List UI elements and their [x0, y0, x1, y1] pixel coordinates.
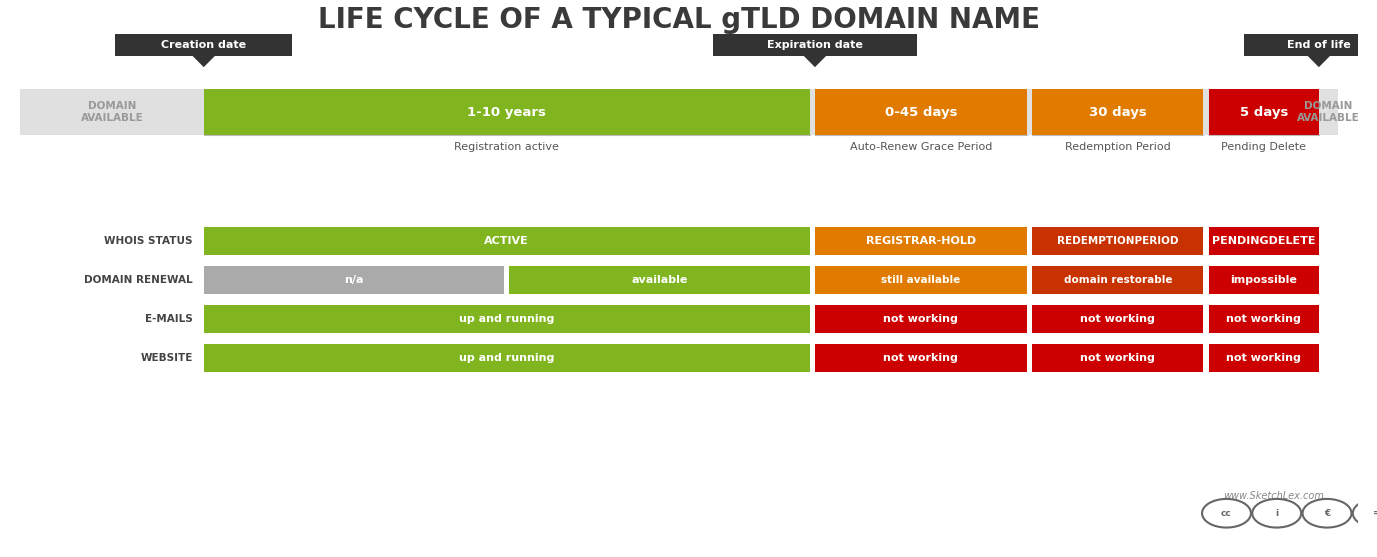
Text: WEBSITE: WEBSITE — [140, 353, 193, 363]
Text: ACTIVE: ACTIVE — [485, 236, 529, 246]
Polygon shape — [804, 56, 826, 67]
Bar — [21, 89, 1338, 135]
Bar — [116, 34, 292, 56]
Bar — [204, 89, 810, 135]
Text: domain restorable: domain restorable — [1063, 275, 1172, 285]
Text: n/a: n/a — [344, 275, 364, 285]
Text: Auto-Renew Grace Period: Auto-Renew Grace Period — [850, 141, 991, 152]
Bar — [1033, 344, 1203, 372]
Text: 0-45 days: 0-45 days — [884, 106, 957, 119]
Bar — [204, 305, 810, 333]
Text: 1-10 years: 1-10 years — [467, 106, 547, 119]
Text: DOMAIN RENEWAL: DOMAIN RENEWAL — [84, 275, 193, 285]
Text: www.SketchLex.com: www.SketchLex.com — [1223, 491, 1325, 501]
Text: Expiration date: Expiration date — [767, 40, 863, 50]
Bar — [1033, 89, 1203, 135]
Polygon shape — [193, 56, 215, 67]
Text: Redemption Period: Redemption Period — [1064, 141, 1170, 152]
Text: still available: still available — [881, 275, 961, 285]
Text: WHOIS STATUS: WHOIS STATUS — [105, 236, 193, 246]
Text: REGISTRAR-HOLD: REGISTRAR-HOLD — [866, 236, 976, 246]
Bar — [1209, 227, 1319, 255]
Text: E-MAILS: E-MAILS — [145, 314, 193, 324]
Text: =: = — [1373, 509, 1377, 518]
Text: up and running: up and running — [459, 353, 555, 363]
Text: up and running: up and running — [459, 314, 555, 324]
Text: DOMAIN
AVAILABLE: DOMAIN AVAILABLE — [1297, 101, 1359, 123]
Bar — [1033, 227, 1203, 255]
Bar — [1209, 305, 1319, 333]
Bar — [509, 266, 810, 294]
Text: not working: not working — [1227, 353, 1301, 363]
Bar — [713, 34, 917, 56]
Text: REDEMPTIONPERIOD: REDEMPTIONPERIOD — [1058, 236, 1179, 246]
Text: not working: not working — [1081, 353, 1155, 363]
Text: i: i — [1275, 509, 1278, 518]
Text: not working: not working — [1227, 314, 1301, 324]
Text: impossible: impossible — [1231, 275, 1297, 285]
Text: not working: not working — [884, 353, 958, 363]
Bar — [1033, 305, 1203, 333]
Text: cc: cc — [1221, 509, 1232, 518]
Text: 30 days: 30 days — [1089, 106, 1147, 119]
Text: 5 days: 5 days — [1239, 106, 1287, 119]
Bar — [1209, 344, 1319, 372]
Bar — [815, 344, 1027, 372]
Text: DOMAIN
AVAILABLE: DOMAIN AVAILABLE — [81, 101, 143, 123]
Bar — [1209, 266, 1319, 294]
Bar — [815, 305, 1027, 333]
Bar — [815, 89, 1027, 135]
Text: Creation date: Creation date — [161, 40, 246, 50]
Bar — [204, 344, 810, 372]
Bar — [204, 227, 810, 255]
Bar — [204, 266, 504, 294]
Bar — [1033, 266, 1203, 294]
Polygon shape — [1307, 56, 1330, 67]
Bar — [1209, 89, 1319, 135]
Text: Pending Delete: Pending Delete — [1221, 141, 1307, 152]
Text: available: available — [631, 275, 687, 285]
Text: not working: not working — [1081, 314, 1155, 324]
Text: Registration active: Registration active — [454, 141, 559, 152]
Bar — [1245, 34, 1377, 56]
Text: €: € — [1323, 509, 1330, 518]
Text: not working: not working — [884, 314, 958, 324]
Text: PENDINGDELETE: PENDINGDELETE — [1212, 236, 1315, 246]
Bar — [815, 227, 1027, 255]
Text: LIFE CYCLE OF A TYPICAL gTLD DOMAIN NAME: LIFE CYCLE OF A TYPICAL gTLD DOMAIN NAME — [318, 6, 1040, 34]
Bar — [815, 266, 1027, 294]
Text: End of life: End of life — [1287, 40, 1351, 50]
